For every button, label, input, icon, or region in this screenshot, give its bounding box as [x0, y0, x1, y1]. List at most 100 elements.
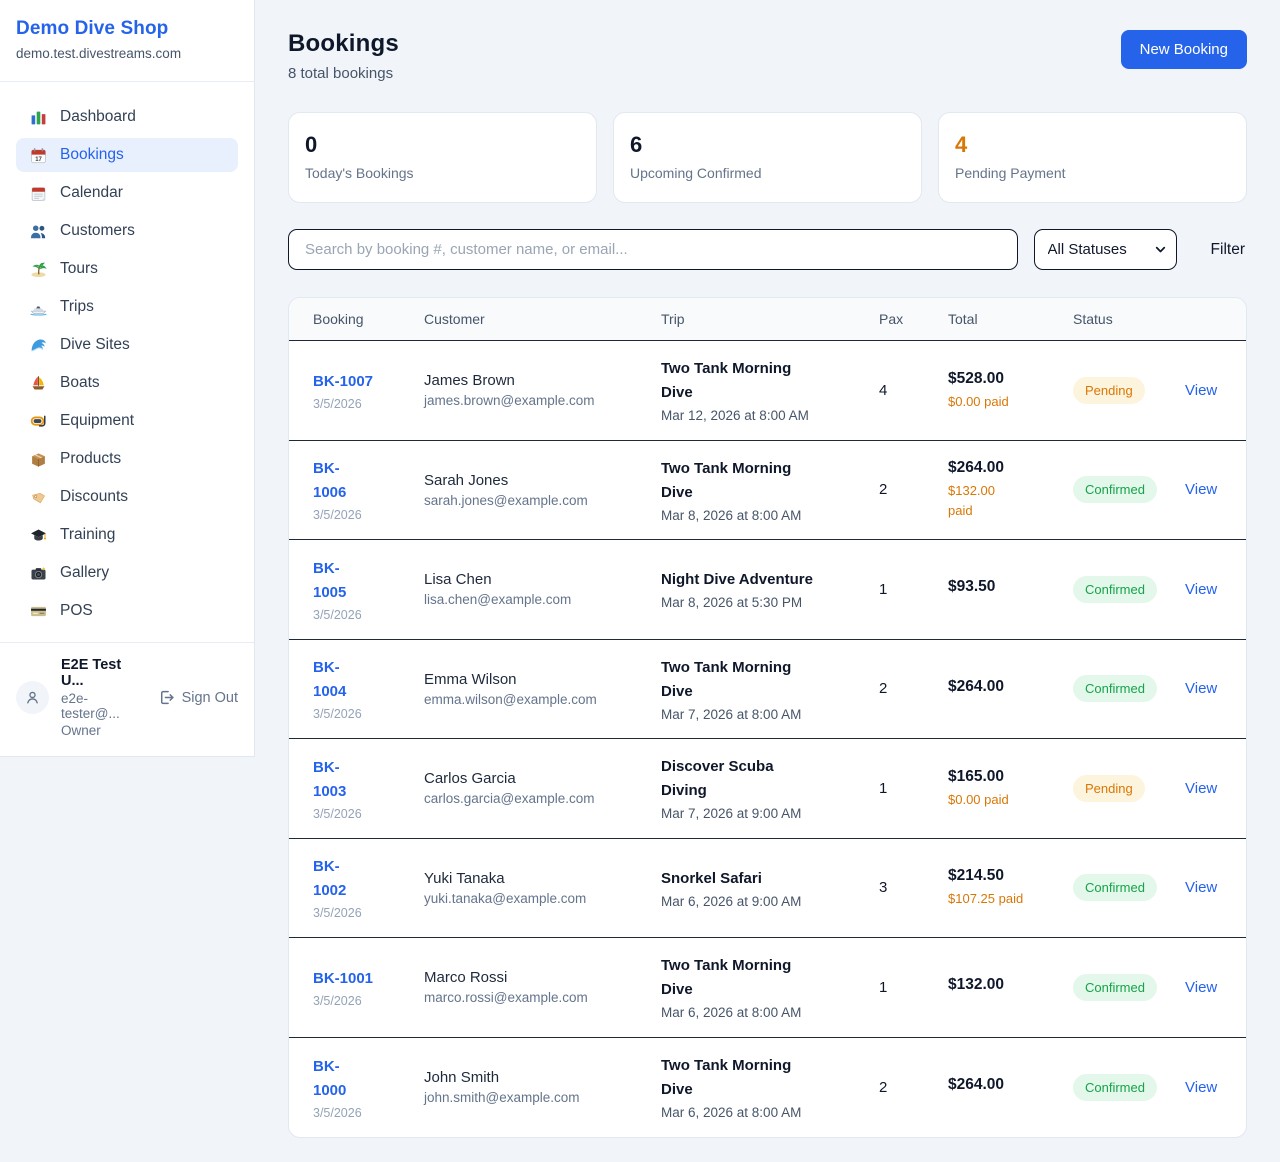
status-badge: Confirmed	[1073, 874, 1157, 902]
booking-id-link[interactable]: BK-1001	[313, 969, 374, 987]
booking-date: 3/5/2026	[313, 508, 362, 523]
booking-id-link[interactable]: BK- 1004	[313, 659, 347, 701]
trips-icon	[30, 299, 47, 316]
view-link[interactable]: View	[1185, 680, 1218, 698]
new-booking-button[interactable]: New Booking	[1120, 30, 1247, 69]
view-link[interactable]: View	[1185, 779, 1218, 797]
booking-id-link[interactable]: BK- 1002	[313, 858, 347, 900]
booking-date: 3/5/2026	[313, 806, 362, 821]
booking-id-link[interactable]: BK- 1000	[313, 1057, 347, 1099]
sidebar-item-calendar[interactable]: Calendar	[16, 176, 238, 210]
booking-date: 3/5/2026	[313, 1105, 362, 1120]
trip-name: Two Tank Morning Dive	[661, 658, 792, 700]
filter-button[interactable]: Filter	[1210, 240, 1245, 258]
discounts-icon	[30, 489, 47, 506]
trip-datetime: Mar 8, 2026 at 8:00 AM	[661, 507, 802, 523]
booking-id-link[interactable]: BK- 1003	[313, 758, 347, 800]
svg-text:17: 17	[35, 156, 42, 162]
customer-name: Carlos Garcia	[424, 770, 516, 788]
booking-date: 3/5/2026	[313, 607, 362, 622]
status-select[interactable]: All Statuses	[1033, 229, 1177, 270]
sidebar-item-bookings[interactable]: 17 Bookings	[16, 138, 238, 172]
boats-icon	[30, 375, 47, 392]
page-header: Bookings 8 total bookings New Booking	[288, 30, 1247, 82]
customer-email: carlos.garcia@example.com	[424, 791, 595, 807]
booking-id-link[interactable]: BK-1007	[313, 372, 374, 390]
customer-name: Emma Wilson	[424, 670, 517, 688]
trip-datetime: Mar 12, 2026 at 8:00 AM	[661, 408, 809, 424]
trip-name: Two Tank Morning Dive	[661, 1057, 792, 1099]
sidebar-item-tours[interactable]: Tours	[16, 252, 238, 286]
sidebar-item-gallery[interactable]: Gallery	[16, 556, 238, 590]
sidebar-item-label: Dashboard	[60, 108, 136, 125]
sidebar-item-label: Customers	[60, 222, 135, 239]
user-name: E2E Test U...	[61, 657, 122, 689]
booking-id-link[interactable]: BK- 1006	[313, 460, 347, 502]
stat-value: 6	[630, 132, 643, 157]
booking-id-link[interactable]: BK- 1005	[313, 559, 347, 601]
customer-email: lisa.chen@example.com	[424, 592, 572, 608]
trip-name: Two Tank Morning Dive	[661, 957, 792, 999]
stat-card: 6 Upcoming Confirmed	[613, 112, 922, 203]
user-meta: E2E Test U... e2e-tester@... Owner	[61, 657, 146, 738]
column-header-trip: Trip	[661, 311, 685, 327]
pax-count: 1	[879, 580, 888, 598]
table-row: BK- 1002 3/5/2026 Yuki Tanaka yuki.tanak…	[289, 839, 1246, 938]
sidebar-item-training[interactable]: Training	[16, 518, 238, 552]
sidebar: Demo Dive Shop demo.test.divestreams.com…	[0, 0, 255, 757]
status-badge: Pending	[1073, 376, 1145, 404]
customer-email: emma.wilson@example.com	[424, 691, 597, 707]
trip-datetime: Mar 6, 2026 at 9:00 AM	[661, 893, 802, 909]
column-header-booking: Booking	[313, 311, 364, 327]
sidebar-item-dashboard[interactable]: Dashboard	[16, 100, 238, 134]
trip-datetime: Mar 7, 2026 at 9:00 AM	[661, 806, 802, 822]
trip-name: Night Dive Adventure	[661, 571, 813, 589]
view-link[interactable]: View	[1185, 580, 1218, 598]
view-link[interactable]: View	[1185, 1078, 1218, 1096]
view-link[interactable]: View	[1185, 481, 1218, 499]
view-link[interactable]: View	[1185, 381, 1218, 399]
sidebar-item-pos[interactable]: POS	[16, 594, 238, 628]
sidebar-item-boats[interactable]: Boats	[16, 366, 238, 400]
paid-amount: $132.00 paid	[948, 483, 995, 518]
brand-header: Demo Dive Shop demo.test.divestreams.com	[0, 0, 254, 82]
search-input[interactable]	[288, 229, 1018, 270]
status-select-wrap: All Statuses	[1033, 229, 1177, 270]
sidebar-item-label: Discounts	[60, 488, 129, 505]
booking-date: 3/5/2026	[313, 906, 362, 921]
sidebar-item-products[interactable]: Products	[16, 442, 238, 476]
status-badge: Pending	[1073, 774, 1145, 802]
total-amount: $93.50	[948, 578, 996, 596]
stat-value: 0	[305, 132, 318, 157]
total-amount: $132.00	[948, 976, 1005, 994]
pax-count: 1	[879, 779, 888, 797]
table-row: BK- 1006 3/5/2026 Sarah Jones sarah.jone…	[289, 441, 1246, 540]
sidebar-item-equipment[interactable]: Equipment	[16, 404, 238, 438]
view-link[interactable]: View	[1185, 978, 1218, 996]
status-badge: Confirmed	[1073, 973, 1157, 1001]
stat-value: 4	[955, 132, 968, 157]
trip-name: Snorkel Safari	[661, 869, 762, 887]
total-amount: $214.50	[948, 867, 1005, 884]
customer-name: John Smith	[424, 1069, 500, 1087]
sidebar-item-customers[interactable]: Customers	[16, 214, 238, 248]
sidebar-item-trips[interactable]: Trips	[16, 290, 238, 324]
sidebar-item-discounts[interactable]: Discounts	[16, 480, 238, 514]
customer-email: marco.rossi@example.com	[424, 990, 588, 1006]
pos-icon	[30, 603, 47, 620]
customer-name: James Brown	[424, 372, 515, 390]
column-header-status: Status	[1073, 311, 1113, 327]
total-amount: $165.00	[948, 767, 1005, 785]
booking-date: 3/5/2026	[313, 396, 362, 411]
brand-name: Demo Dive Shop	[16, 18, 169, 39]
paid-amount: $0.00 paid	[948, 393, 1009, 409]
pax-count: 3	[879, 879, 888, 897]
view-link[interactable]: View	[1185, 879, 1218, 897]
sidebar-item-dive-sites[interactable]: Dive Sites	[16, 328, 238, 362]
user-role: Owner	[61, 723, 101, 738]
column-header-customer: Customer	[424, 311, 485, 327]
tours-icon	[30, 261, 47, 278]
sign-out-button[interactable]: Sign Out	[158, 689, 238, 706]
gallery-icon	[30, 565, 47, 582]
status-badge: Confirmed	[1073, 675, 1157, 703]
